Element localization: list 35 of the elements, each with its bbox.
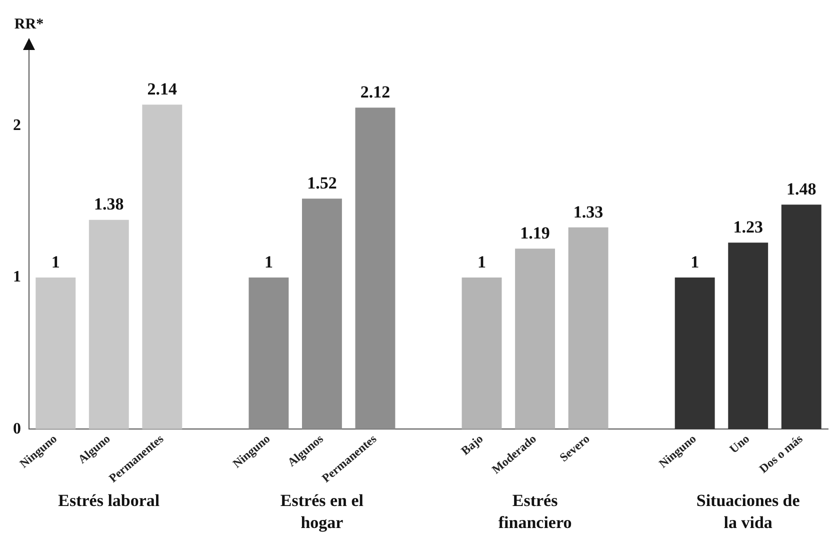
data-label: 1.48: [786, 180, 816, 199]
bar: [36, 277, 76, 430]
data-label: 1: [51, 252, 60, 272]
y-tick-label: 0: [13, 420, 21, 438]
data-label: 1.23: [733, 217, 763, 236]
bar: [355, 108, 396, 430]
y-tick-label: 1: [13, 268, 21, 286]
y-axis-title: RR*: [14, 16, 44, 32]
text: Estrés en el hogar: [280, 490, 364, 532]
bar: [88, 220, 129, 430]
bar: [248, 277, 289, 430]
data-label: 1.38: [94, 194, 124, 214]
bar: [462, 277, 502, 430]
bar: [142, 104, 182, 430]
x-tick-label: Uno: [726, 432, 752, 456]
bar: [515, 248, 556, 430]
data-label: 2.14: [147, 79, 178, 98]
x-tick-label: Bajo: [458, 432, 486, 458]
data-label: 1.33: [573, 202, 604, 222]
bar: [568, 227, 608, 430]
y-tick-label: 2: [13, 116, 21, 134]
bar: [728, 242, 768, 430]
data-label: 1: [690, 252, 700, 272]
text: Estrés financiero: [498, 490, 572, 532]
bar: [781, 204, 822, 430]
data-label: 1: [264, 252, 273, 272]
data-label: 1.52: [307, 174, 337, 193]
bar: [674, 277, 715, 430]
x-tick-label: Dos o más: [756, 431, 806, 476]
data-label: 2.12: [360, 82, 390, 102]
data-label: 1: [478, 252, 486, 272]
data-label: 1.19: [520, 224, 550, 243]
text: Situaciones de la vida: [696, 490, 800, 532]
bar: [302, 198, 342, 430]
text: Estrés laboral: [58, 490, 160, 510]
